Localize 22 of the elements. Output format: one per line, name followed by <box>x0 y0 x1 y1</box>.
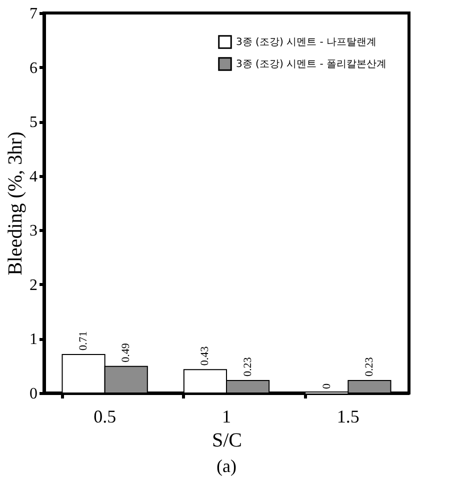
legend-label: 3종 (조강) 시멘트 - 폴리칼본산계 <box>236 59 386 70</box>
x-tick-label: 1 <box>222 406 231 426</box>
data-label: 0 <box>320 383 333 389</box>
y-tick-label: 6 <box>30 60 38 77</box>
y-tick-label: 2 <box>30 276 38 294</box>
legend-label: 3종 (조강) 시멘트 - 나프탈랜계 <box>236 37 376 48</box>
y-tick-label: 0 <box>30 386 38 402</box>
y-tick-label: 1 <box>30 331 38 348</box>
data-label: 0.49 <box>120 342 132 362</box>
text: (a) <box>216 456 236 476</box>
data-label: 0.23 <box>242 356 254 377</box>
y-tick-label: 3 <box>30 222 38 240</box>
y-axis-title: Bleeding (%, 3hr) <box>4 132 26 276</box>
x-axis-title: S/C <box>212 430 242 452</box>
data-label: 0.23 <box>363 356 376 377</box>
x-tick-label: 1.5 <box>336 406 360 426</box>
y-tick-label: 7 <box>30 6 38 22</box>
y-tick-label: 5 <box>30 114 38 132</box>
data-label: 0.43 <box>199 346 212 366</box>
x-tick-label: 0.5 <box>94 406 116 426</box>
data-label: 0.71 <box>78 331 90 350</box>
y-tick-label: 4 <box>30 168 38 186</box>
